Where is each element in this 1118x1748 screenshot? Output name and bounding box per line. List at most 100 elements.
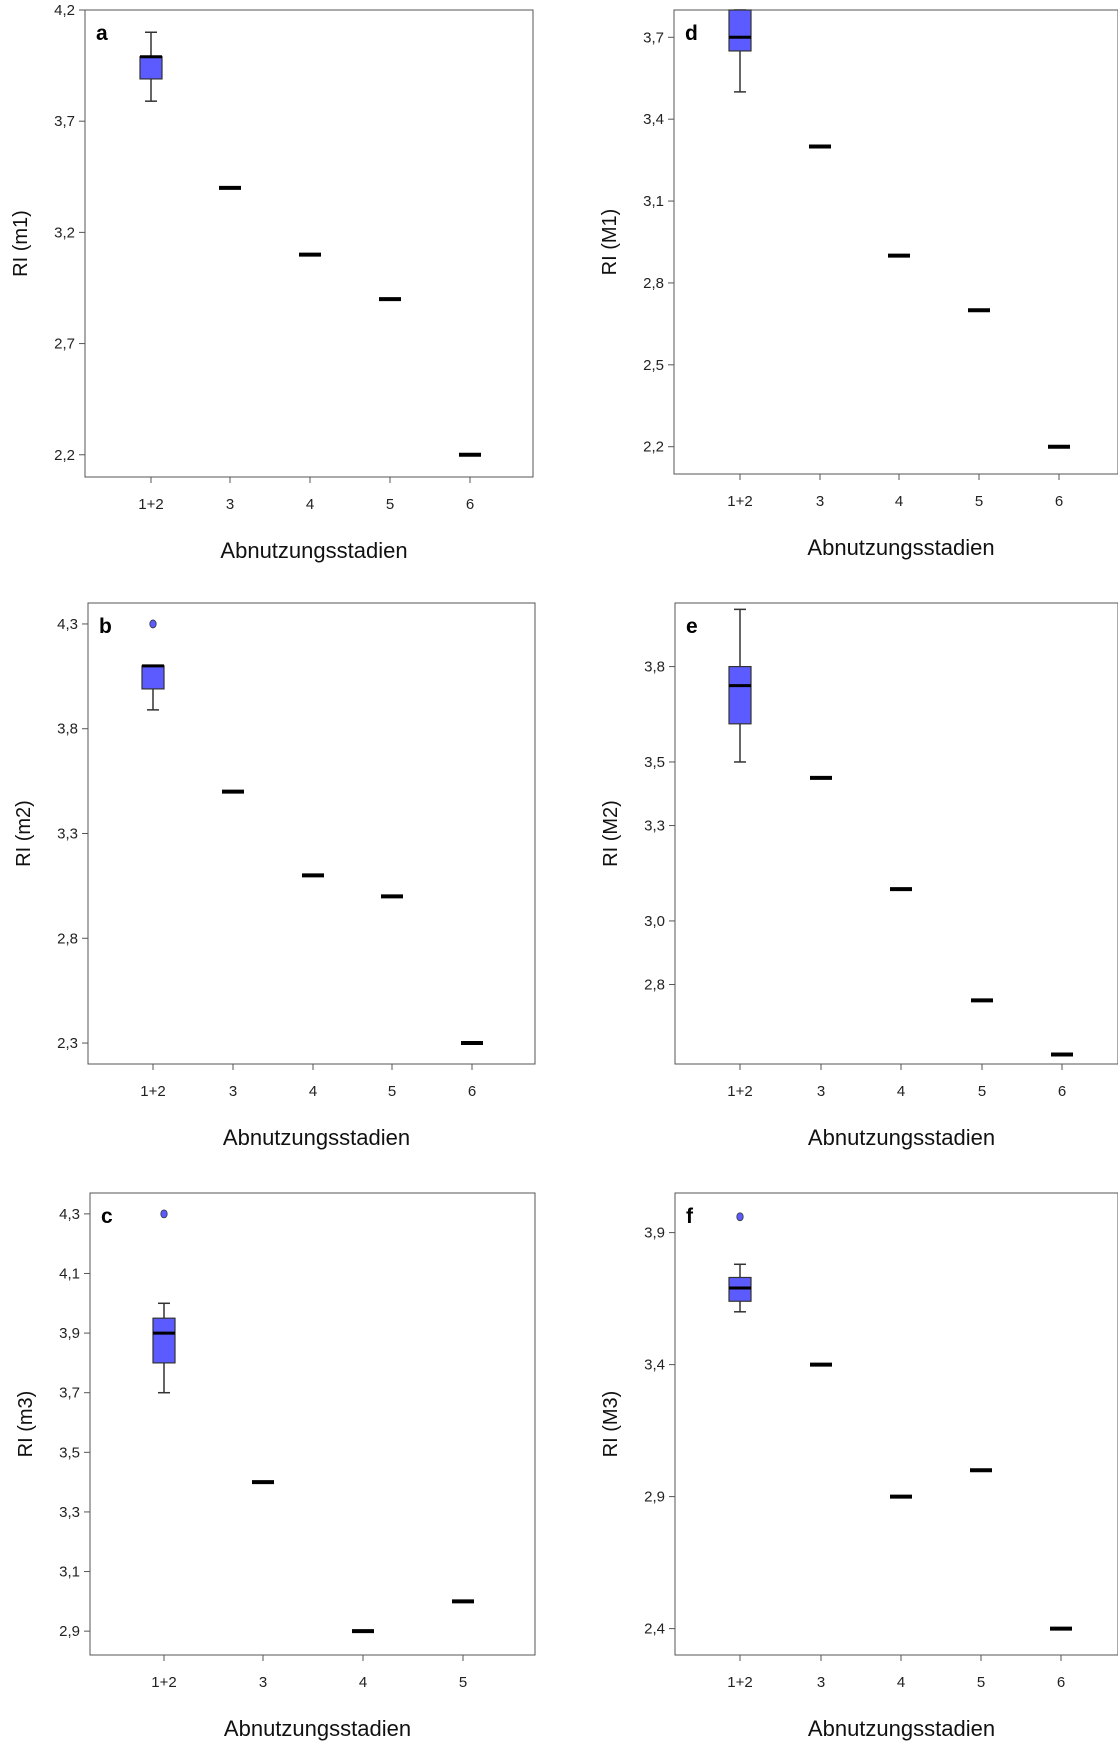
x-axis-title: Abnutzungsstadien <box>224 1716 411 1741</box>
y-axis-title: RI (m2) <box>13 800 35 867</box>
y-tick-label: 4,3 <box>57 616 78 633</box>
y-tick-label: 3,7 <box>643 29 664 46</box>
panel-label: e <box>686 615 698 638</box>
y-tick-label: 3,3 <box>59 1504 80 1521</box>
y-tick-label: 3,8 <box>644 659 665 676</box>
x-tick-label: 6 <box>466 496 474 513</box>
y-axis-title: RI (m1) <box>10 210 32 277</box>
y-tick-label: 2,8 <box>644 977 665 994</box>
panel-label: c <box>101 1205 113 1228</box>
box-iqr <box>728 9 752 52</box>
y-tick-label: 4,2 <box>54 2 75 19</box>
y-tick-label: 2,8 <box>643 275 664 292</box>
plot-frame <box>674 602 1118 1065</box>
x-tick-label: 4 <box>359 1674 367 1691</box>
outlier-point <box>149 619 157 629</box>
y-tick-label: 3,2 <box>54 224 75 241</box>
y-tick-label: 3,9 <box>644 1225 665 1242</box>
y-axis-title: RI (m3) <box>15 1391 37 1458</box>
box-iqr <box>141 665 165 690</box>
y-tick-label: 2,2 <box>54 447 75 464</box>
y-tick-label: 2,5 <box>643 357 664 374</box>
x-tick-label: 4 <box>309 1083 317 1100</box>
x-tick-label: 1+2 <box>140 1083 165 1100</box>
y-tick-label: 2,9 <box>644 1489 665 1506</box>
x-tick-label: 6 <box>1055 493 1063 510</box>
y-tick-label: 3,0 <box>644 913 665 930</box>
y-tick-label: 3,3 <box>644 818 665 835</box>
y-tick-label: 2,9 <box>59 1623 80 1640</box>
x-tick-label: 6 <box>468 1083 476 1100</box>
y-tick-label: 2,3 <box>57 1035 78 1052</box>
plot-frame <box>674 1192 1118 1656</box>
panel-label: a <box>96 22 108 45</box>
x-tick-label: 1+2 <box>727 493 752 510</box>
x-tick-label: 5 <box>386 496 394 513</box>
chart-panel-e: e 2,8 3,0 3,3 3,5 3,8 1+2 3 4 5 6 Abnutzungsstadien… <box>600 602 1118 1150</box>
chart-panel-b: b 2,3 2,8 3,3 3,8 4,3 1+2 3 4 5 6 Abnutzungsstadien… <box>13 602 536 1150</box>
y-tick-label: 2,8 <box>57 930 78 947</box>
x-tick-label: 4 <box>897 1083 905 1100</box>
panel-label: f <box>686 1205 694 1228</box>
y-tick-label: 3,9 <box>59 1325 80 1342</box>
y-tick-label: 3,8 <box>57 721 78 738</box>
plot-frame <box>84 9 534 478</box>
chart-panel-f: f 2,4 2,9 3,4 3,9 1+2 3 4 5 6 Abnutzungsstadien RI … <box>600 1192 1118 1741</box>
plot-frame <box>89 1192 536 1656</box>
x-tick-label: 1+2 <box>138 496 163 513</box>
x-tick-label: 3 <box>816 493 824 510</box>
box-iqr <box>152 1317 176 1364</box>
x-tick-label: 3 <box>817 1083 825 1100</box>
x-tick-label: 3 <box>259 1674 267 1691</box>
x-tick-label: 1+2 <box>727 1083 752 1100</box>
x-axis-title: Abnutzungsstadien <box>807 535 994 560</box>
y-tick-label: 2,2 <box>643 439 664 456</box>
outlier-point <box>736 1212 744 1222</box>
x-axis-title: Abnutzungsstadien <box>220 538 407 563</box>
y-tick-label: 4,1 <box>59 1265 80 1282</box>
y-tick-label: 3,7 <box>54 113 75 130</box>
x-tick-label: 5 <box>388 1083 396 1100</box>
y-tick-label: 3,3 <box>57 826 78 843</box>
y-axis-title: RI (M1) <box>599 209 621 276</box>
chart-panel-d: d 2,2 2,5 2,8 3,1 3,4 3,7 1+2 3 4 5 6 Abnutzungsstad… <box>599 9 1118 560</box>
x-tick-label: 1+2 <box>151 1674 176 1691</box>
y-tick-label: 3,5 <box>644 754 665 771</box>
y-tick-label: 3,4 <box>643 111 664 128</box>
x-axis-title: Abnutzungsstadien <box>223 1125 410 1150</box>
panel-label: d <box>685 22 698 45</box>
y-tick-label: 3,1 <box>59 1564 80 1581</box>
x-tick-label: 3 <box>226 496 234 513</box>
x-tick-label: 4 <box>895 493 903 510</box>
x-axis-title: Abnutzungsstadien <box>808 1125 995 1150</box>
box-iqr <box>728 665 752 725</box>
y-tick-label: 2,7 <box>54 336 75 353</box>
chart-panel-a: a 2,2 2,7 3,2 3,7 4,2 1+2 3 4 5 6 Abnutzungsstadien… <box>10 2 534 563</box>
x-tick-label: 5 <box>978 1083 986 1100</box>
chart-panel-c: c 2,9 3,1 3,3 3,5 3,7 3,9 4,1 4,3 1+2 3 4 5 Abnutzung… <box>15 1192 536 1741</box>
box-iqr <box>139 56 163 80</box>
x-tick-label: 3 <box>229 1083 237 1100</box>
x-tick-label: 6 <box>1057 1674 1065 1691</box>
panel-label: b <box>99 615 112 638</box>
x-tick-label: 5 <box>977 1674 985 1691</box>
y-tick-label: 4,3 <box>59 1206 80 1223</box>
outlier-point <box>160 1209 168 1219</box>
x-tick-label: 4 <box>306 496 314 513</box>
x-tick-label: 4 <box>897 1674 905 1691</box>
x-tick-label: 1+2 <box>727 1674 752 1691</box>
y-axis-title: RI (M3) <box>600 1391 622 1458</box>
y-tick-label: 3,7 <box>59 1385 80 1402</box>
x-tick-label: 5 <box>975 493 983 510</box>
y-tick-label: 3,1 <box>643 193 664 210</box>
y-tick-label: 3,4 <box>644 1357 665 1374</box>
y-tick-label: 3,5 <box>59 1444 80 1461</box>
y-axis-title: RI (M2) <box>600 800 622 867</box>
y-tick-label: 2,4 <box>644 1621 665 1638</box>
plot-frame <box>673 9 1118 475</box>
x-axis-title: Abnutzungsstadien <box>808 1716 995 1741</box>
x-tick-label: 6 <box>1058 1083 1066 1100</box>
x-tick-label: 5 <box>459 1674 467 1691</box>
x-tick-label: 3 <box>817 1674 825 1691</box>
